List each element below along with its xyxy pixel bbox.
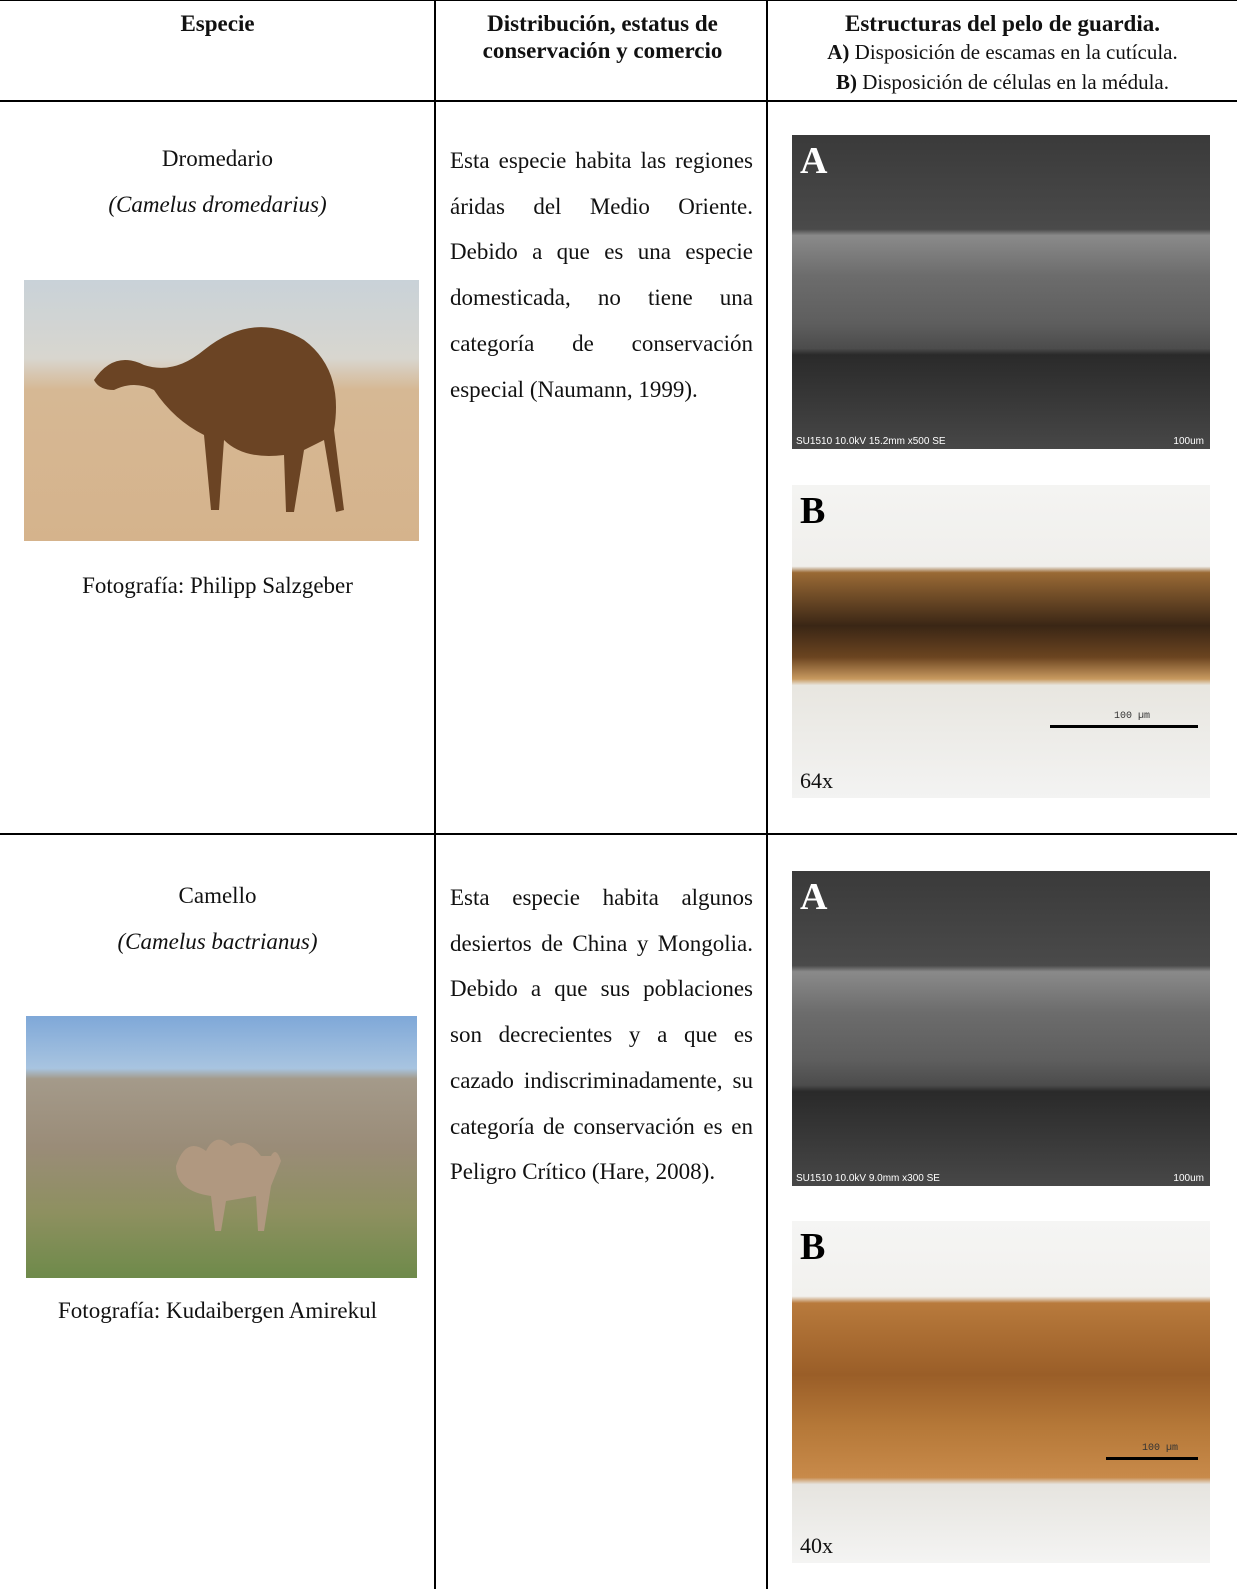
rule <box>0 833 1237 835</box>
rule <box>434 0 436 1589</box>
common-name: Dromedario <box>161 146 274 171</box>
rule <box>766 0 768 1589</box>
sem-image: A SU1510 10.0kV 9.0mm x300 SE 100um <box>792 871 1210 1186</box>
scale-label: 100 µm <box>1113 711 1150 722</box>
photo-credit: Fotografía: Philipp Salzgeber <box>82 573 353 598</box>
scale-bar <box>1106 1457 1198 1460</box>
rule <box>0 100 1237 102</box>
scientific-name: (Camelus bactrianus) <box>117 929 318 954</box>
photo <box>24 280 419 541</box>
header-note-a: A) Disposición de escamas en la cutícula… <box>768 37 1237 68</box>
sem-scale: 100um <box>1173 1173 1204 1184</box>
panel-label: B <box>800 490 826 532</box>
camel-illustration <box>94 327 344 512</box>
description: Esta especie habita algunos desiertos de… <box>450 885 753 1185</box>
panel-label: A <box>800 876 828 918</box>
note: Disposición de escamas en la cutícula. <box>854 40 1178 64</box>
photo-credit: Fotografía: Kudaibergen Amirekul <box>58 1298 377 1323</box>
scale-label: 100 µm <box>1141 1443 1178 1454</box>
magnification: 40x <box>800 1533 833 1558</box>
scale-bar <box>1050 725 1198 728</box>
panel-label: B <box>800 1226 826 1268</box>
header-species: Especie <box>180 11 255 36</box>
key: B) <box>836 70 857 94</box>
panel-label: A <box>800 140 828 182</box>
scientific-name: (Camelus dromedarius) <box>108 192 327 217</box>
key: A) <box>827 40 850 64</box>
magnification: 64x <box>800 768 833 793</box>
sem-image: A SU1510 10.0kV 15.2mm x500 SE 100um <box>792 135 1210 449</box>
note: Disposición de células en la médula. <box>862 70 1169 94</box>
photo <box>26 1016 417 1278</box>
common-name: Camello <box>178 883 257 908</box>
header-distribution: Distribución, estatus de conservación y … <box>482 11 723 63</box>
rule <box>0 0 1237 1</box>
sem-scale: 100um <box>1173 436 1204 447</box>
micrograph: B 100 µm 40x <box>792 1221 1210 1563</box>
header-structures: Estructuras del pelo de guardia. <box>845 11 1160 36</box>
camel-illustration <box>176 1139 281 1231</box>
header-note-b: B) Disposición de células en la médula. <box>768 67 1237 98</box>
micrograph: B 100 µm 64x <box>792 485 1210 798</box>
description: Esta especie habita las regiones áridas … <box>450 148 753 402</box>
sem-caption: SU1510 10.0kV 15.2mm x500 SE <box>796 436 946 447</box>
sem-caption: SU1510 10.0kV 9.0mm x300 SE <box>796 1173 940 1184</box>
